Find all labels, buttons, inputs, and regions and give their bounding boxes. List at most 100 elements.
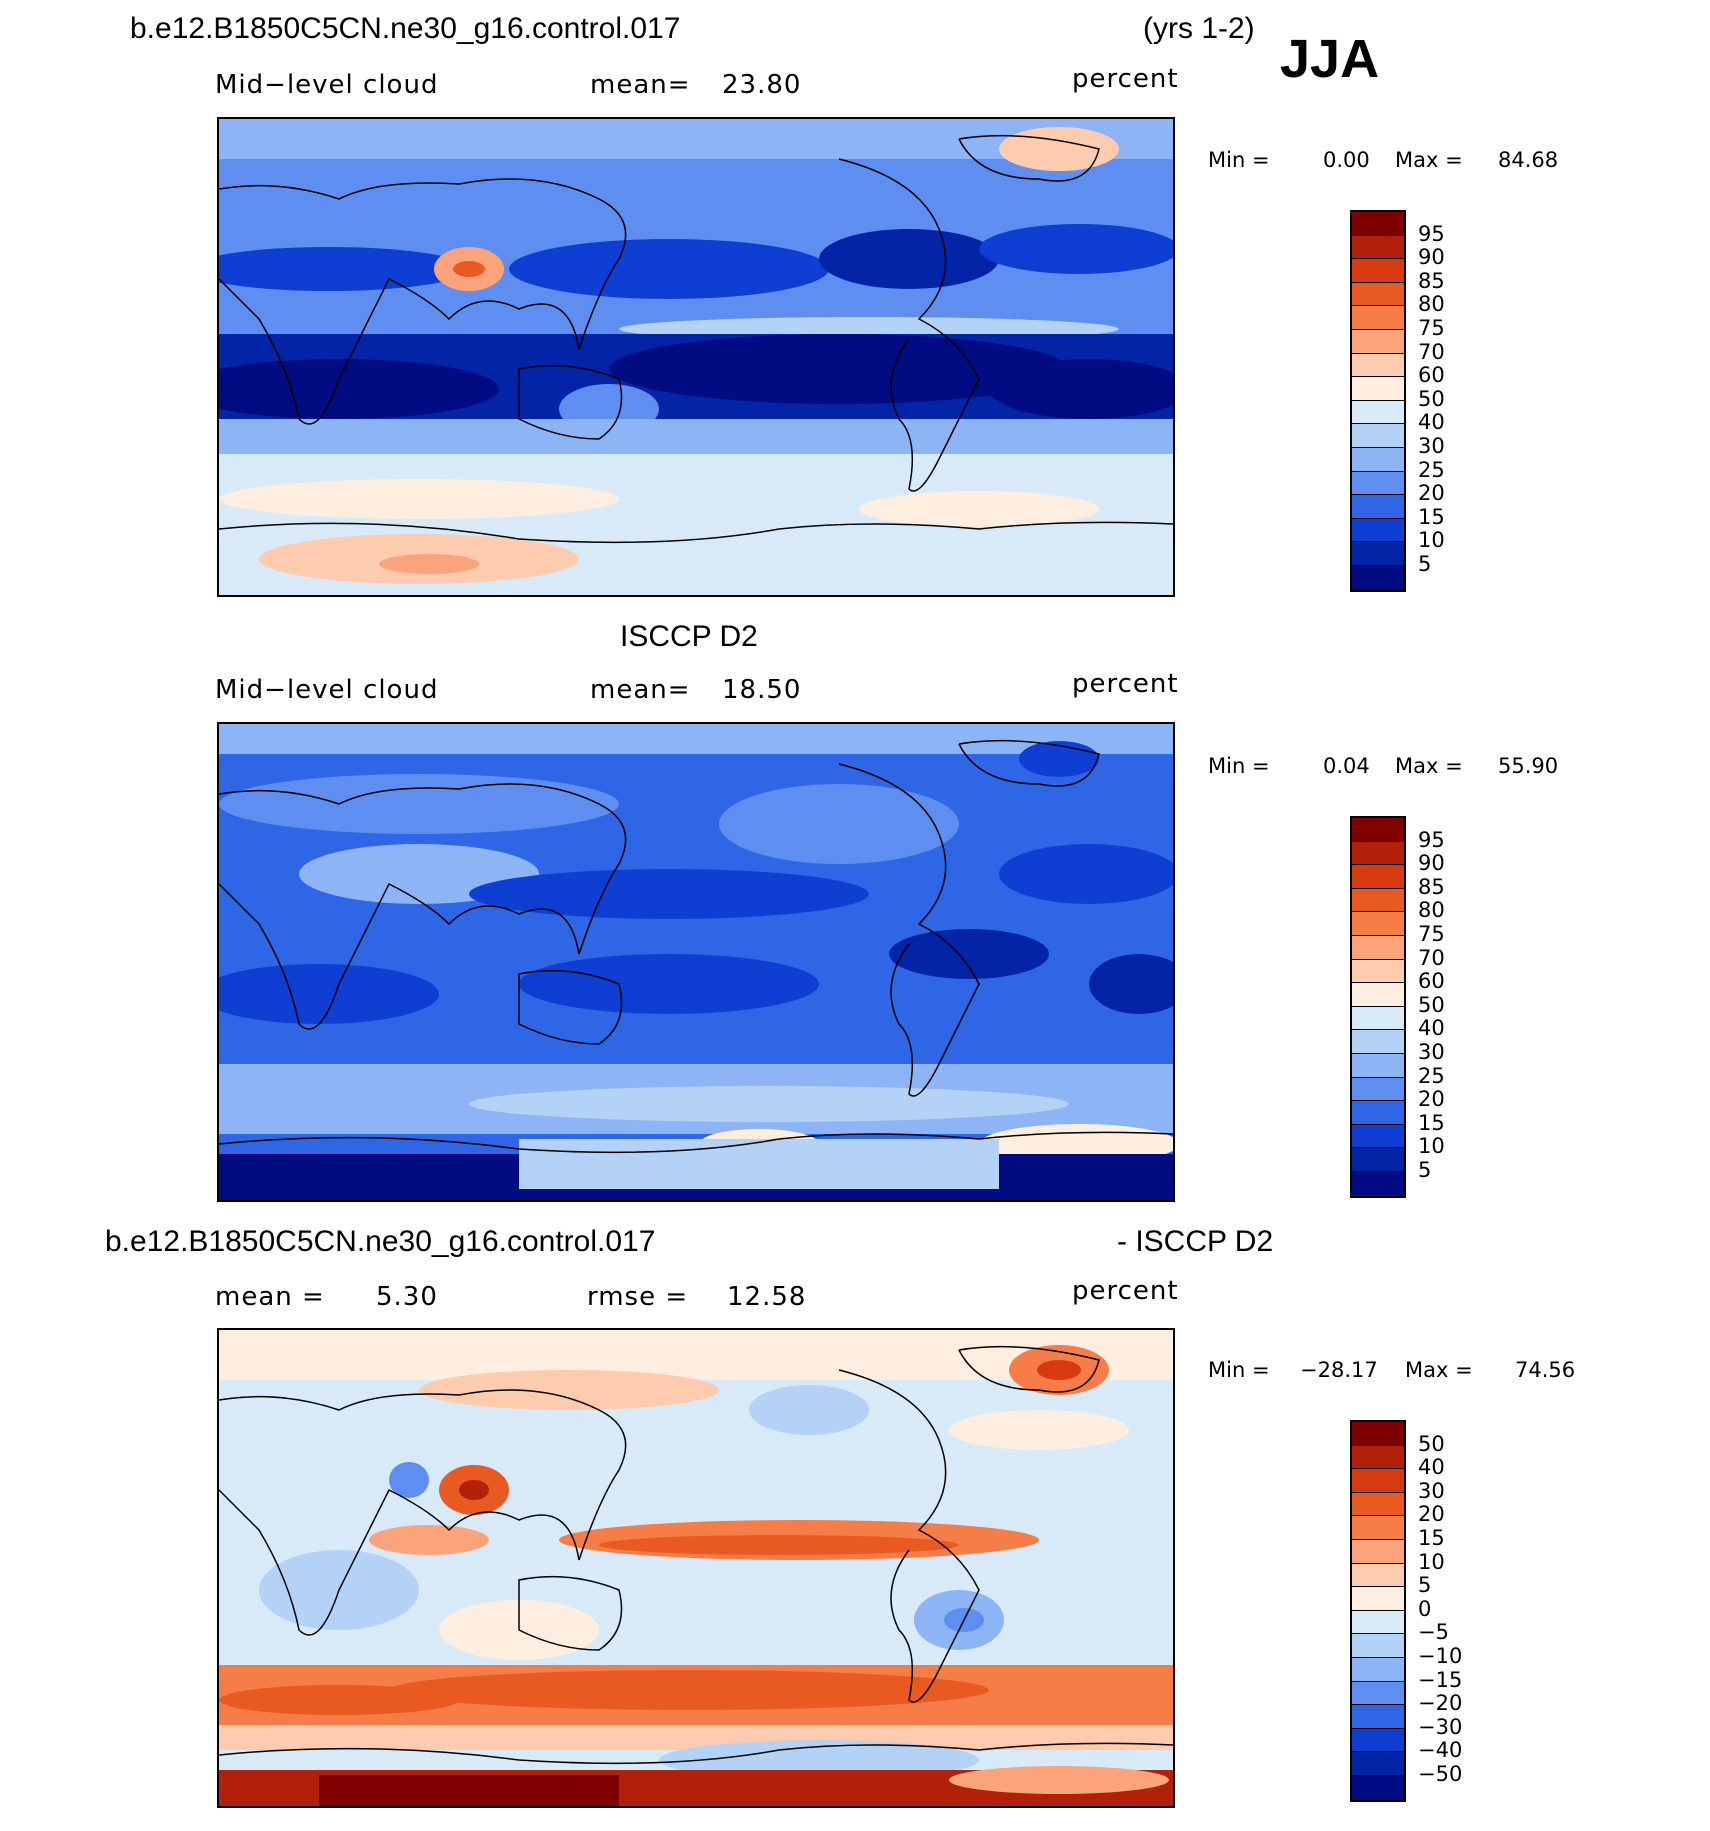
- colorbar-segment: [1352, 235, 1404, 260]
- colorbar-segment: [1352, 1006, 1404, 1031]
- colorbar-segment: [1352, 1422, 1404, 1446]
- colorbar-tick-label: 5: [1418, 1573, 1432, 1598]
- panel3-title-left: b.e12.B1850C5CN.ne30_g16.control.017: [105, 1225, 656, 1258]
- colorbar-segment: [1352, 888, 1404, 913]
- colorbar-tick-label: 85: [1418, 268, 1445, 293]
- colorbar-segment: [1352, 259, 1404, 283]
- colorbar-tick-label: 95: [1418, 221, 1445, 246]
- colorbar-tick-label: 10: [1418, 528, 1445, 553]
- panel1-mean-value: 23.80: [722, 70, 802, 100]
- colorbar-segment: [1352, 1030, 1404, 1054]
- colorbar-segment: [1352, 471, 1404, 496]
- panel3-max-value: 74.56: [1515, 1358, 1576, 1382]
- colorbar-segment: [1352, 329, 1404, 354]
- colorbar-tick-label: 50: [1418, 1431, 1445, 1456]
- colorbar-tick-label: −40: [1418, 1738, 1463, 1763]
- colorbar-segment: [1352, 1469, 1404, 1493]
- colorbar-tick-label: 40: [1418, 410, 1445, 435]
- colorbar-tick-label: 20: [1418, 1087, 1445, 1112]
- panel3-mean-label: mean =: [215, 1282, 325, 1312]
- colorbar-segment: [1352, 212, 1404, 236]
- colorbar-tick-label: −30: [1418, 1714, 1463, 1739]
- colorbar-segment: [1352, 1101, 1404, 1125]
- colorbar-segment: [1352, 1752, 1404, 1776]
- colorbar-segment: [1352, 959, 1404, 984]
- colorbar-tick-label: 90: [1418, 245, 1445, 270]
- panel2-colorbar: [1350, 816, 1406, 1198]
- panel3-max-label: Max =: [1405, 1358, 1473, 1382]
- case-title: b.e12.B1850C5CN.ne30_g16.control.017: [130, 12, 681, 45]
- colorbar-tick-label: −15: [1418, 1667, 1463, 1692]
- panel1-max-value: 84.68: [1498, 148, 1559, 172]
- colorbar-segment: [1352, 1492, 1404, 1517]
- panel1-min-label: Min =: [1208, 148, 1270, 172]
- colorbar-tick-label: 15: [1418, 1110, 1445, 1135]
- colorbar-tick-label: 25: [1418, 457, 1445, 482]
- colorbar-segment: [1352, 1587, 1404, 1611]
- colorbar-tick-label: 20: [1418, 1502, 1445, 1527]
- panel2-units: percent: [1072, 669, 1179, 699]
- colorbar-segment: [1352, 495, 1404, 519]
- panel3-map: [217, 1328, 1175, 1808]
- panel3-colorbar: [1350, 1420, 1406, 1802]
- season-label: JJA: [1280, 29, 1380, 89]
- panel3-min-value: −28.17: [1300, 1358, 1378, 1382]
- colorbar-tick-label: −20: [1418, 1691, 1463, 1716]
- colorbar-segment: [1352, 424, 1404, 448]
- colorbar-tick-label: 85: [1418, 874, 1445, 899]
- colorbar-tick-label: 80: [1418, 898, 1445, 923]
- colorbar-tick-label: 40: [1418, 1016, 1445, 1041]
- colorbar-tick-label: 0: [1418, 1596, 1432, 1621]
- colorbar-segment: [1352, 865, 1404, 889]
- years-label: (yrs 1-2): [1143, 12, 1255, 45]
- colorbar-segment: [1352, 447, 1404, 472]
- colorbar-tick-label: 60: [1418, 363, 1445, 388]
- colorbar-tick-label: 5: [1418, 552, 1432, 576]
- colorbar-tick-label: 15: [1418, 1526, 1445, 1550]
- colorbar-tick-label: 70: [1418, 339, 1445, 364]
- colorbar-segment: [1352, 841, 1404, 866]
- colorbar-segment: [1352, 282, 1404, 307]
- colorbar-segment: [1352, 1539, 1404, 1564]
- colorbar-tick-label: 50: [1418, 992, 1445, 1017]
- colorbar-segment: [1352, 353, 1404, 378]
- panel3-mean-value: 5.30: [376, 1282, 438, 1312]
- panel3-min-label: Min =: [1208, 1358, 1270, 1382]
- panel2-min-label: Min =: [1208, 754, 1270, 778]
- colorbar-segment: [1352, 1053, 1404, 1078]
- colorbar-segment: [1352, 377, 1404, 401]
- colorbar-segment: [1352, 1171, 1404, 1196]
- panel2-mean-value: 18.50: [722, 675, 802, 705]
- panel3-rmse-label: rmse =: [587, 1282, 689, 1312]
- colorbar-tick-label: 30: [1418, 434, 1445, 458]
- colorbar-tick-label: 40: [1418, 1455, 1445, 1480]
- colorbar-tick-label: 30: [1418, 1478, 1445, 1503]
- colorbar-segment: [1352, 306, 1404, 330]
- colorbar-segment: [1352, 818, 1404, 842]
- colorbar-segment: [1352, 400, 1404, 425]
- colorbar-segment: [1352, 542, 1404, 566]
- panel3-rmse-value: 12.58: [727, 1282, 807, 1312]
- panel1-min-value: 0.00: [1323, 148, 1370, 172]
- panel2-min-value: 0.04: [1323, 754, 1370, 778]
- colorbar-tick-label: 5: [1418, 1158, 1432, 1182]
- colorbar-tick-label: 50: [1418, 386, 1445, 411]
- colorbar-segment: [1352, 912, 1404, 936]
- colorbar-segment: [1352, 1516, 1404, 1540]
- colorbar-tick-label: 90: [1418, 851, 1445, 876]
- panel2-title: ISCCP D2: [620, 620, 758, 653]
- colorbar-segment: [1352, 1681, 1404, 1706]
- panel1-units: percent: [1072, 64, 1179, 94]
- panel1-max-label: Max =: [1395, 148, 1463, 172]
- panel2-mean-label: mean=: [590, 675, 691, 705]
- colorbar-segment: [1352, 1610, 1404, 1635]
- panel1-variable: Mid−level cloud: [215, 70, 439, 100]
- panel1-colorbar: [1350, 210, 1406, 592]
- colorbar-tick-label: 75: [1418, 316, 1445, 340]
- colorbar-tick-label: 15: [1418, 504, 1445, 529]
- colorbar-segment: [1352, 518, 1404, 543]
- colorbar-tick-label: 20: [1418, 481, 1445, 506]
- colorbar-tick-label: −5: [1418, 1620, 1449, 1645]
- colorbar-tick-label: 25: [1418, 1063, 1445, 1088]
- colorbar-segment: [1352, 1124, 1404, 1149]
